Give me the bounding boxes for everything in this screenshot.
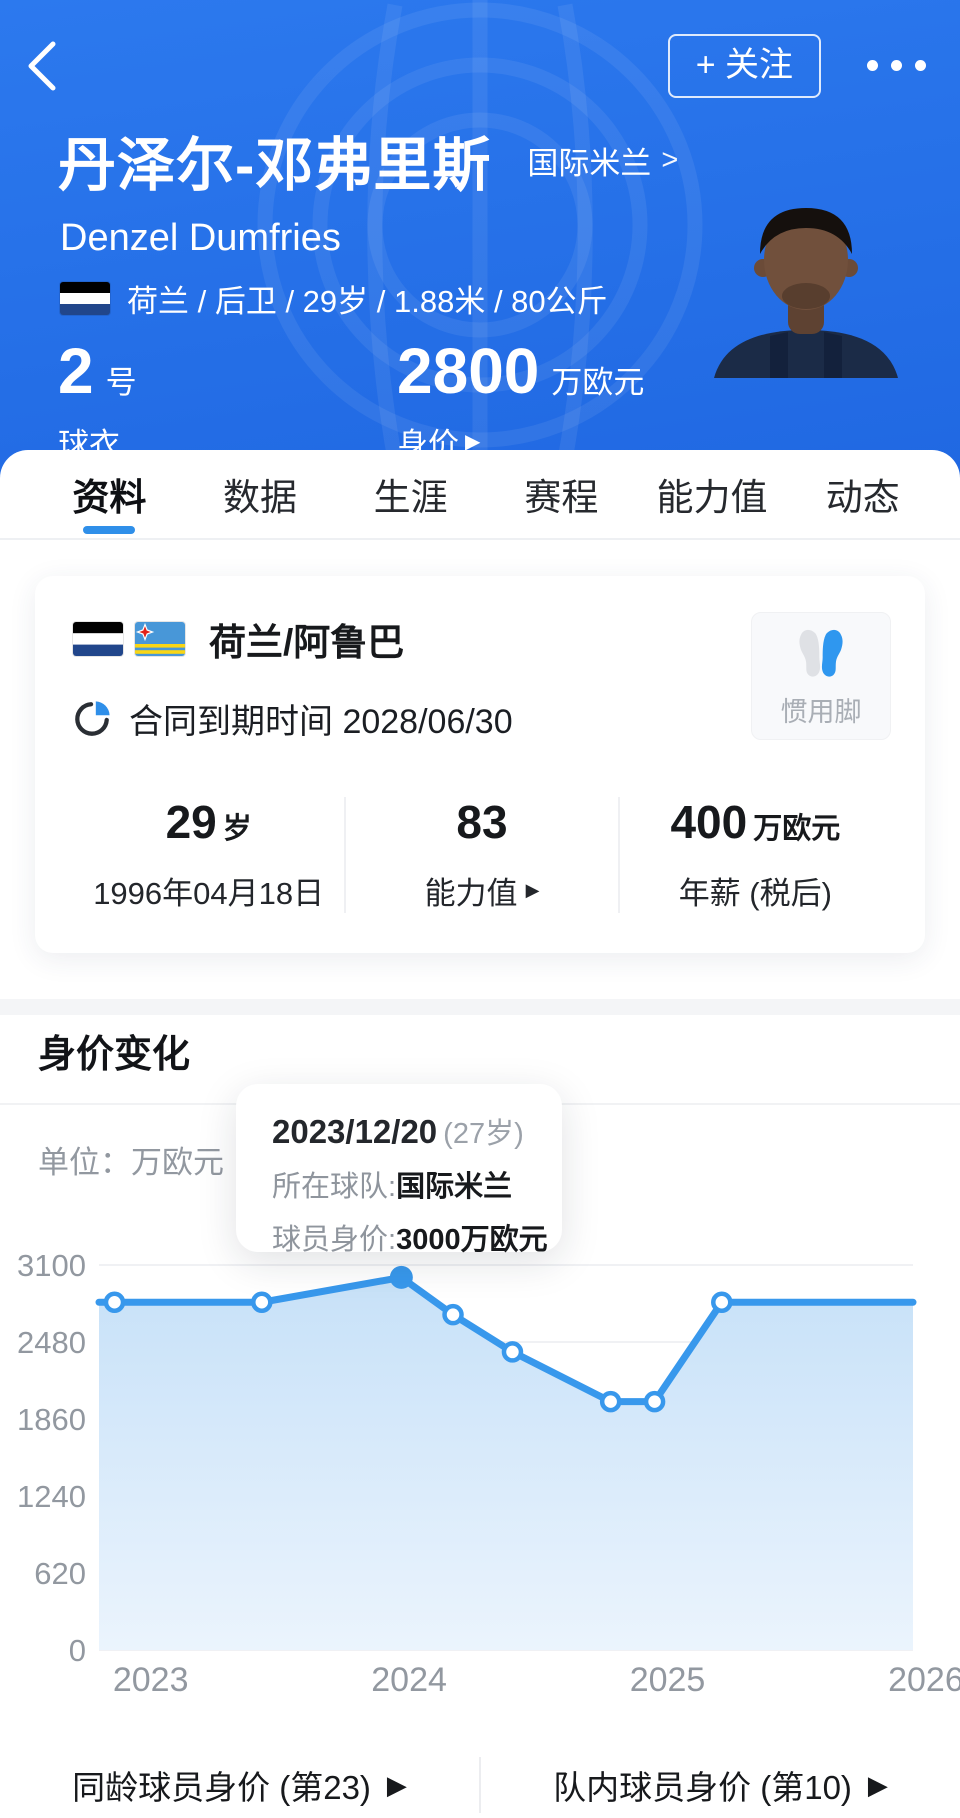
- team-name: 国际米兰: [527, 145, 652, 181]
- stat-salary: 400 万欧元 年薪 (税后): [670, 796, 841, 911]
- svg-text:2023: 2023: [113, 1661, 189, 1699]
- more-menu-button[interactable]: [867, 52, 926, 79]
- svg-text:1240: 1240: [17, 1479, 86, 1514]
- svg-text:2025: 2025: [630, 1661, 706, 1699]
- team-link[interactable]: 国际米兰 >: [527, 138, 678, 183]
- feet-icon: [799, 629, 843, 677]
- svg-text:0: 0: [69, 1633, 86, 1668]
- market-value: 2800: [397, 335, 540, 407]
- content-sheet: 资料 数据 生涯 赛程 能力值 动态 荷兰/阿鲁巴: [0, 450, 960, 1818]
- tab-career[interactable]: 生涯: [373, 477, 448, 518]
- preferred-foot-box: 惯用脚: [751, 612, 891, 740]
- contract-pie-icon: [75, 700, 110, 736]
- tab-rating[interactable]: 能力值: [656, 477, 768, 518]
- tab-fixtures[interactable]: 赛程: [524, 477, 599, 518]
- divider: [479, 1756, 481, 1813]
- netherlands-flag-icon: [73, 622, 123, 656]
- tooltip-date: 2023/12/20: [272, 1112, 438, 1150]
- ellipsis-dot: [867, 60, 878, 72]
- jersey-number: 2: [58, 335, 94, 407]
- comparison-links: 同龄球员身价 (第23) ▶ 队内球员身价 (第10) ▶: [0, 1749, 960, 1818]
- jersey-number-suffix: 号: [105, 365, 137, 400]
- jersey-block: 2 号 球衣: [58, 339, 397, 464]
- svg-text:1860: 1860: [17, 1402, 86, 1437]
- arrow-right-icon: ▶: [525, 880, 540, 901]
- tab-bar: 资料 数据 生涯 赛程 能力值 动态: [0, 450, 960, 540]
- tab-news[interactable]: 动态: [825, 477, 900, 518]
- back-chevron-icon: [28, 41, 56, 91]
- tab-stats[interactable]: 数据: [223, 477, 297, 518]
- preferred-foot-label: 惯用脚: [780, 696, 862, 727]
- svg-text:620: 620: [34, 1556, 86, 1591]
- player-info-line: 荷兰 / 后卫 / 29岁 / 1.88米 / 80公斤: [127, 284, 608, 319]
- arrow-right-icon: ▶: [867, 1769, 888, 1800]
- svg-text:2026: 2026: [888, 1661, 960, 1699]
- tab-profile[interactable]: 资料: [34, 450, 185, 538]
- chevron-right-icon: >: [661, 143, 679, 176]
- svg-text:3100: 3100: [17, 1248, 86, 1283]
- netherlands-flag-icon: [60, 282, 110, 315]
- player-name: 丹泽尔-邓弗里斯: [58, 133, 492, 198]
- nationality-label: 荷兰/阿鲁巴: [209, 622, 405, 663]
- stat-rating[interactable]: 83 能力值 ▶: [344, 797, 620, 913]
- back-button[interactable]: [26, 34, 86, 98]
- follow-button[interactable]: + 关注: [667, 34, 821, 98]
- tooltip-value: 3000万欧元: [396, 1223, 548, 1256]
- salary-label: 年薪 (税后): [678, 875, 832, 911]
- ellipsis-dot: [915, 60, 926, 72]
- arrow-right-icon: ▶: [465, 430, 481, 453]
- player-name-en: Denzel Dumfries: [60, 217, 341, 259]
- aruba-flag-icon: [135, 622, 185, 656]
- tooltip-value-label: 球员身价:: [272, 1223, 397, 1256]
- svg-text:2024: 2024: [371, 1661, 447, 1699]
- birthdate: 1996年04月18日: [93, 875, 325, 911]
- contract-expiry: 合同到期时间 2028/06/30: [129, 703, 513, 741]
- team-value-link[interactable]: 队内球员身价 (第10) ▶: [553, 1768, 888, 1806]
- market-value-section: 身价变化 单位：万欧元 2023/12/20 (27岁) 所在球队:国际米兰 球…: [0, 1014, 960, 1818]
- svg-text:2480: 2480: [17, 1325, 86, 1360]
- market-value-block[interactable]: 2800 万欧元 身价 ▶: [397, 339, 644, 464]
- active-tab-underline: [83, 526, 136, 534]
- player-header: + 关注 丹泽尔-邓弗里斯 国际米兰 > Denzel Dumfries 荷兰 …: [0, 0, 960, 478]
- rating-label: 能力值: [424, 875, 518, 911]
- section-separator: [0, 998, 960, 1015]
- hero-top-bar: + 关注: [0, 0, 960, 98]
- chart-tooltip: 2023/12/20 (27岁) 所在球队:国际米兰 球员身价:3000万欧元: [236, 1083, 562, 1256]
- tooltip-team: 国际米兰: [396, 1170, 513, 1203]
- peer-value-link[interactable]: 同龄球员身价 (第23) ▶: [72, 1768, 407, 1806]
- tooltip-team-label: 所在球队:: [272, 1170, 397, 1203]
- tooltip-age: (27岁): [443, 1117, 524, 1150]
- chart-unit-label: 单位：万欧元: [38, 1144, 224, 1180]
- stat-age: 29 岁 1996年04月18日: [93, 796, 325, 911]
- section-title: 身价变化: [38, 1033, 191, 1076]
- player-photo: [714, 208, 898, 378]
- market-value-unit: 万欧元: [551, 365, 645, 400]
- player-info-card: 荷兰/阿鲁巴 合同到期时间 2028/06/30 惯用脚: [35, 576, 925, 953]
- market-value-chart[interactable]: 0 620 1240 1860 2480 3100 2023 2024 2025 2026: [0, 1239, 960, 1709]
- arrow-right-icon: ▶: [386, 1769, 407, 1800]
- ellipsis-dot: [891, 60, 902, 72]
